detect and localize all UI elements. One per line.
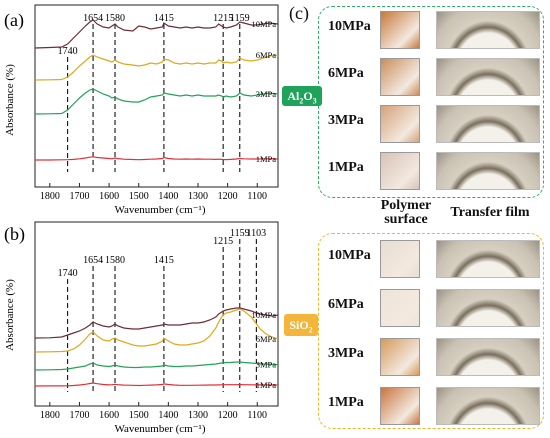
polymer-surface-image [380, 11, 420, 49]
polymer-header-line2: surface [384, 212, 428, 227]
polymer-surface-image [380, 152, 420, 190]
series-label-1MPa: 1MPa [256, 380, 277, 390]
x-tick-label: 1700 [69, 191, 89, 202]
series-label-6MPa: 6MPa [256, 50, 277, 60]
series-label-10MPa: 10MPa [251, 310, 276, 320]
panel-a-frame [34, 4, 279, 188]
peak-label: 1215 [213, 13, 233, 24]
series-line-6MPa [34, 54, 279, 81]
transfer-film-image [436, 240, 540, 278]
row-label-3MPa: 3MPa [328, 346, 364, 361]
polymer-header-line1: Polymer [380, 198, 432, 213]
polymer-surface-image [380, 289, 420, 327]
polymer-surface-header: Polymer surface [376, 199, 436, 227]
x-tick-label: 1500 [129, 191, 149, 202]
sio2-group [318, 233, 544, 429]
panel-b-frame [34, 221, 279, 407]
x-tick-label: 1500 [129, 410, 149, 421]
al2o3-tag: Al2O3 [282, 86, 322, 106]
polymer-surface-image [380, 58, 420, 96]
x-tick-label: 1800 [40, 191, 60, 202]
polymer-surface-image [380, 338, 420, 376]
series-line-3MPa [34, 361, 278, 371]
transfer-film-image [436, 152, 540, 190]
x-tick-label: 1800 [40, 410, 60, 421]
series-line-10MPa [34, 307, 279, 339]
peak-label: 1740 [58, 46, 78, 57]
series-label-3MPa: 3MPa [256, 360, 277, 370]
series-line-1MPa [35, 156, 279, 161]
peak-label: 1159 [230, 13, 250, 24]
x-tick-label: 1600 [99, 191, 119, 202]
peak-label: 1103 [247, 228, 267, 239]
panel-b-xlabel: Wavenumber (cm⁻¹) [115, 423, 206, 435]
series-label-6MPa: 6MPa [256, 334, 277, 344]
x-tick-label: 1400 [158, 410, 178, 421]
transfer-film-image [436, 387, 540, 425]
series-line-10MPa [34, 19, 279, 49]
panel-a-plot: 1800 1700 1600 1500 1400 1300 1200 1100 1740 1654… [34, 13, 279, 202]
panel-b-plot: 1800 1700 1600 1500 1400 1300 1200 1100 1740 1654… [34, 228, 279, 421]
x-tick-label: 1200 [218, 191, 238, 202]
sio2-tag: SiO2 [284, 314, 318, 336]
series-line-1MPa [34, 382, 278, 387]
x-tick-label: 1200 [218, 410, 238, 421]
panel-b-label: (b) [4, 224, 25, 245]
peak-label: 1215 [213, 236, 233, 247]
panel-c-label: (c) [289, 3, 309, 23]
peak-label: 1654 [83, 255, 103, 266]
polymer-surface-image [380, 240, 420, 278]
series-label-3MPa: 3MPa [256, 89, 277, 99]
transfer-film-image [436, 289, 540, 327]
row-label-10MPa: 10MPa [328, 248, 371, 263]
series-label-10MPa: 10MPa [251, 19, 276, 29]
row-label-6MPa: 6MPa [328, 66, 364, 81]
peak-label: 1740 [58, 268, 78, 279]
transfer-film-image [436, 11, 540, 49]
peak-label: 1654 [83, 13, 103, 24]
peak-label: 1580 [105, 13, 125, 24]
transfer-film-image [436, 338, 540, 376]
peak-label: 1415 [154, 13, 174, 24]
x-tick-label: 1600 [99, 410, 119, 421]
panel-a-ylabel: Absorbance (%) [4, 64, 16, 136]
peak-label: 1415 [154, 255, 174, 266]
row-label-10MPa: 10MPa [328, 19, 371, 34]
transfer-film-image [436, 105, 540, 143]
x-tick-label: 1400 [158, 191, 178, 202]
panel-b-ylabel: Absorbance (%) [4, 279, 16, 351]
series-line-6MPa [34, 308, 279, 353]
transfer-film-image [436, 58, 540, 96]
series-line-3MPa [34, 88, 279, 115]
x-tick-label: 1100 [247, 191, 267, 202]
series-label-1MPa: 1MPa [256, 154, 277, 164]
row-label-1MPa: 1MPa [328, 395, 364, 410]
polymer-surface-image [380, 105, 420, 143]
x-tick-label: 1300 [188, 191, 208, 202]
panel-a-xlabel: Wavenumber (cm⁻¹) [115, 204, 206, 216]
polymer-surface-image [380, 387, 420, 425]
row-label-3MPa: 3MPa [328, 113, 364, 128]
x-tick-label: 1300 [188, 410, 208, 421]
panel-a-label: (a) [4, 10, 24, 31]
peak-label: 1580 [105, 255, 125, 266]
x-tick-label: 1700 [69, 410, 89, 421]
x-tick-label: 1100 [247, 410, 267, 421]
peak-label: 1159 [230, 228, 250, 239]
row-label-6MPa: 6MPa [328, 297, 364, 312]
row-label-1MPa: 1MPa [328, 160, 364, 175]
transfer-film-header: Transfer film [450, 205, 530, 220]
